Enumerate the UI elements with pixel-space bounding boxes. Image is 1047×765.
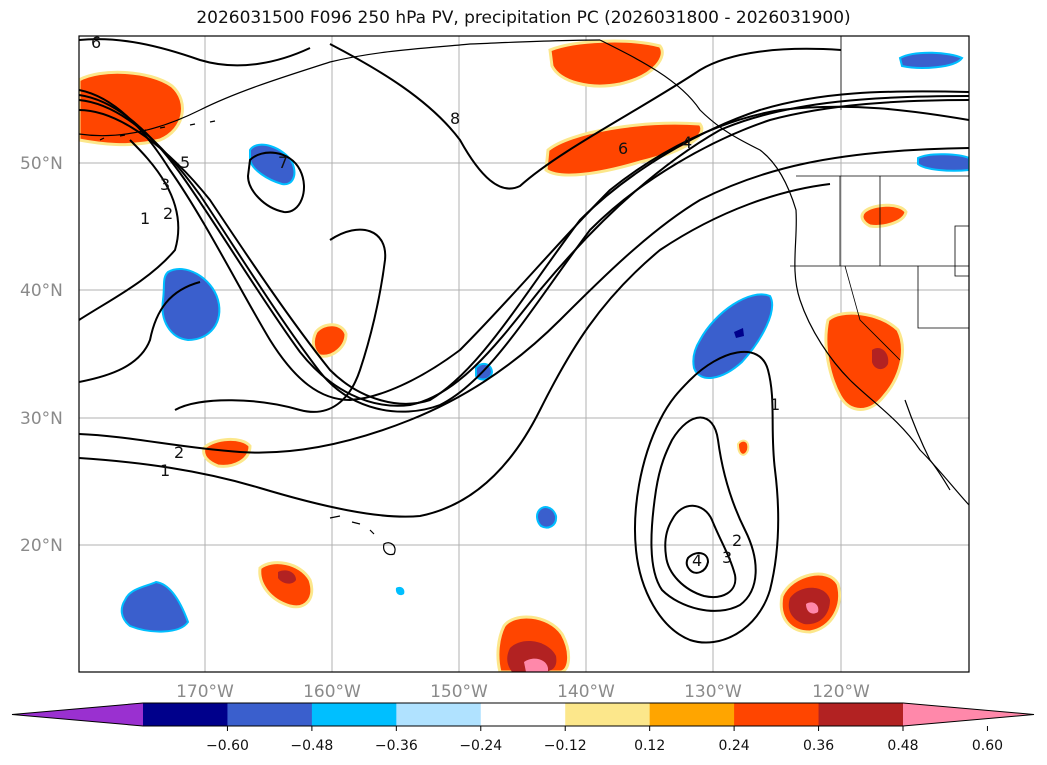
colorbar-tick-label: 0.48 <box>887 738 918 754</box>
contour-label-group: 6 8 5 3 2 1 7 6 4 2 1 1 2 3 4 <box>91 33 780 570</box>
colorbar-tick-label: −0.24 <box>459 738 502 754</box>
contour-2-jet <box>79 89 969 402</box>
orange-blob-hawaii-1 <box>258 561 314 609</box>
latitude-labels: 50°N 40°N 30°N 20°N <box>20 154 63 556</box>
contour-1-east <box>634 351 780 644</box>
contour-7 <box>246 151 305 214</box>
blue-blob-east <box>692 293 773 380</box>
map-frame <box>78 35 970 673</box>
colorbar: −0.60 −0.48 −0.36 −0.24 −0.12 0.12 0.24 0.36 0.4… <box>11 702 1035 754</box>
colorbar-segment <box>565 703 651 726</box>
lat-label: 20°N <box>20 536 63 556</box>
contour-4-jet <box>79 99 969 413</box>
contour-label: 4 <box>682 133 692 152</box>
contour-2-east <box>650 416 757 612</box>
colorbar-tick-label: 0.24 <box>719 738 750 754</box>
baja-california <box>904 399 951 491</box>
colorbar-segment <box>311 703 397 726</box>
north-america-coast <box>599 39 969 506</box>
colorbar-segment <box>649 703 735 726</box>
contour-4-east <box>685 552 710 574</box>
contour-8 <box>329 43 842 190</box>
colorbar-segment <box>734 703 820 726</box>
colorbar-tick-label: 0.60 <box>972 738 1003 754</box>
contour-1-jet <box>79 139 180 321</box>
colorbar-tick-label: 0.36 <box>803 738 834 754</box>
colorbar-segment <box>480 703 566 726</box>
orange-blob-gulf <box>548 39 664 88</box>
contour-label: 1 <box>770 395 780 414</box>
orange-blob-east-small <box>736 439 750 456</box>
contour-label: 3 <box>722 548 732 567</box>
lon-label: 150°W <box>430 682 488 702</box>
lon-label: 130°W <box>684 682 742 702</box>
blue-blob-canada-1 <box>898 51 964 69</box>
lon-label: 170°W <box>176 682 234 702</box>
lon-label: 120°W <box>812 682 870 702</box>
contour-label: 2 <box>163 204 173 223</box>
colorbar-tick-label: −0.36 <box>375 738 418 754</box>
blue-core-east <box>734 328 744 338</box>
map-area: 6 8 5 3 2 1 7 6 4 2 1 1 2 3 4 <box>79 33 969 672</box>
lon-label: 140°W <box>557 682 615 702</box>
contour-label: 6 <box>91 33 101 52</box>
colorbar-extend-high <box>903 703 1034 726</box>
pink-core-southeast <box>806 602 819 614</box>
coastlines <box>79 39 969 556</box>
contour-1-low <box>79 281 201 383</box>
longitude-labels: 170°W 160°W 150°W 140°W 130°W 120°W <box>176 682 870 702</box>
colorbar-tick-label: −0.60 <box>206 738 249 754</box>
political-borders <box>790 36 969 361</box>
alaska-coast <box>79 39 601 137</box>
orange-blob-west-30n <box>202 438 252 468</box>
contour-label: 6 <box>618 139 628 158</box>
contour-3-jet <box>79 94 969 407</box>
blue-blob-pac-3 <box>395 586 405 596</box>
colorbar-segment <box>227 703 313 726</box>
contour-label: 5 <box>180 153 190 172</box>
contour-0-mid <box>174 228 387 413</box>
colorbar-tick-label: −0.48 <box>290 738 333 754</box>
contour-6-top <box>79 38 311 67</box>
blue-blob-canada-2 <box>917 153 969 172</box>
lat-label: 50°N <box>20 154 63 174</box>
colorbar-segment <box>818 703 904 726</box>
colorbar-outline <box>11 702 1035 727</box>
blue-blob-pac-2 <box>536 506 558 529</box>
colorbar-extend-low <box>12 703 143 726</box>
red-core-hawaii-1 <box>278 570 296 584</box>
positive-precip-areas <box>79 39 908 672</box>
orange-blob-northwest <box>79 70 184 147</box>
contour-label: 1 <box>160 461 170 480</box>
colorbar-segment <box>396 703 482 726</box>
orange-blob-mid-pac <box>311 323 348 358</box>
lat-label: 40°N <box>20 281 63 301</box>
contour-3-east <box>664 504 737 598</box>
contour-label: 2 <box>732 531 742 550</box>
contour-1-south <box>79 183 831 518</box>
orange-blob-california <box>824 311 904 411</box>
red-core-california <box>872 347 889 370</box>
lon-label: 160°W <box>303 682 361 702</box>
map-title: 2026031500 F096 250 hPa PV, precipitatio… <box>196 8 851 28</box>
colorbar-segment <box>143 703 228 726</box>
lat-label: 30°N <box>20 409 63 429</box>
contour-label: 2 <box>174 443 184 462</box>
hawaii-islands <box>329 515 396 556</box>
contour-label: 7 <box>278 153 288 172</box>
contour-label: 1 <box>140 209 150 228</box>
contour-label: 8 <box>450 109 460 128</box>
contour-label: 4 <box>692 551 702 570</box>
pink-core-south <box>524 658 548 672</box>
pv-contours <box>79 38 969 644</box>
blue-blob-dateline <box>161 267 221 342</box>
state-borders <box>790 176 969 361</box>
colorbar-tick-label: −0.12 <box>544 738 587 754</box>
contour-2-south <box>79 147 969 454</box>
blue-blob-hawaii-west <box>120 580 190 633</box>
orange-blob-idaho <box>860 203 908 228</box>
colorbar-tick-label: 0.12 <box>634 738 665 754</box>
contour-label: 3 <box>160 175 170 194</box>
